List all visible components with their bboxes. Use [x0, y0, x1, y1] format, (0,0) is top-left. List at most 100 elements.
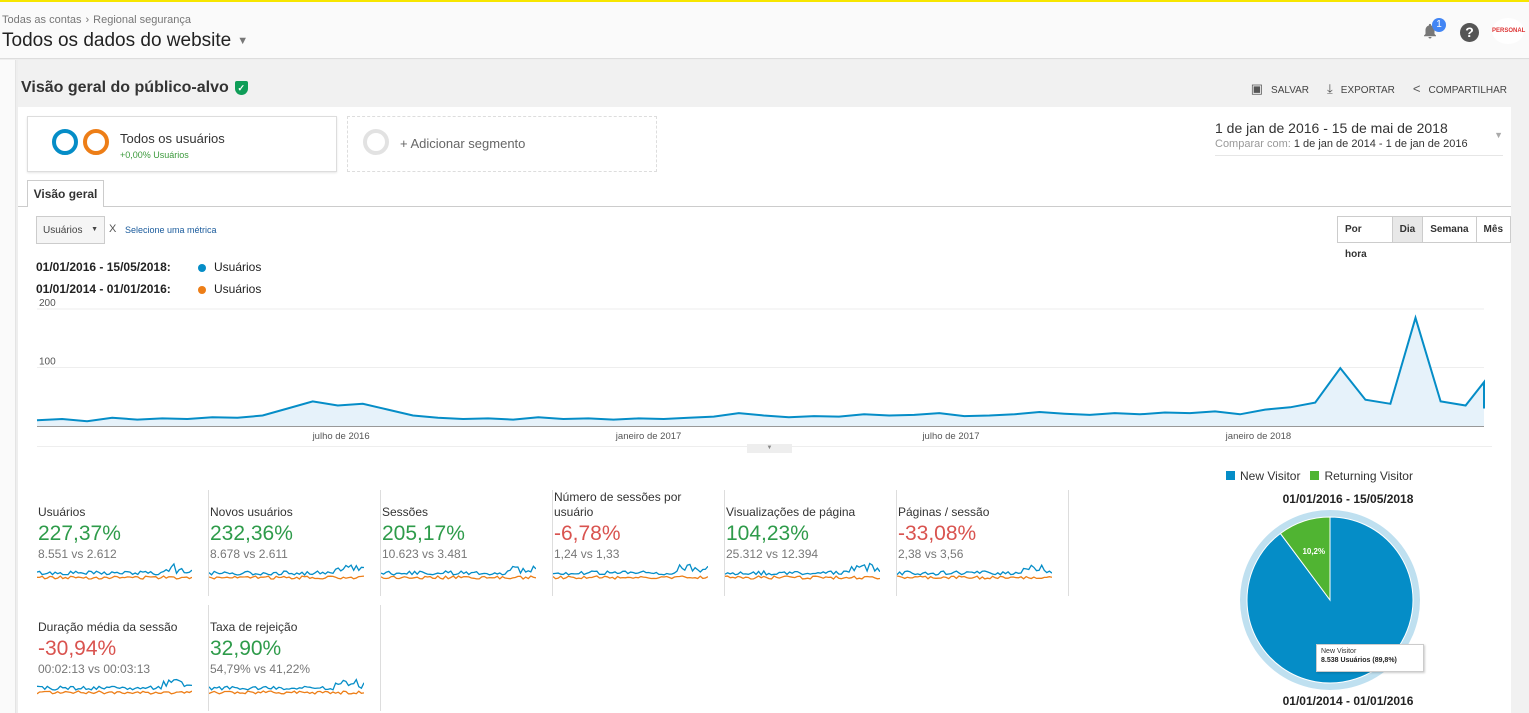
granularity-week[interactable]: Semana — [1422, 217, 1476, 242]
segment-sub: +0,00% Usuários — [120, 150, 189, 160]
x-tick-label: janeiro de 2017 — [615, 431, 682, 442]
granularity-day[interactable]: Dia — [1391, 217, 1423, 242]
metric-card[interactable]: Número de sessões por usuário -6,78% 1,2… — [553, 490, 725, 596]
sparkline-compare — [381, 575, 536, 580]
sparkline-compare — [37, 690, 192, 695]
metric-compare: 8.678 vs 2.611 — [210, 547, 288, 561]
breadcrumb-account[interactable]: Regional segurança — [93, 14, 192, 26]
empty-segment-ring-icon — [363, 129, 389, 155]
metric-name: Taxa de rejeição — [210, 620, 298, 634]
metric-card[interactable]: Páginas / sessão -33,08% 2,38 vs 3,56 — [897, 490, 1069, 596]
date-range-picker[interactable]: 1 de jan de 2016 - 15 de mai de 2018 Com… — [1215, 120, 1503, 156]
tab-overview[interactable]: Visão geral — [27, 180, 104, 207]
remove-metric-button[interactable]: X — [109, 223, 117, 235]
collapse-chart-button[interactable]: ▼ — [747, 444, 792, 453]
granularity-month[interactable]: Mês — [1475, 217, 1510, 242]
legend-dot — [198, 286, 206, 294]
property-selector[interactable]: Todos os dados do website ▼ — [2, 30, 248, 52]
right-gutter — [1511, 107, 1529, 713]
metric-compare: 2,38 vs 3,56 — [898, 547, 964, 561]
legend-range: 01/01/2016 - 15/05/2018: — [36, 260, 171, 274]
metric-card[interactable]: Novos usuários 232,36% 8.678 vs 2.611 — [209, 490, 381, 596]
y-tick-label: 100 — [39, 357, 56, 368]
pie-legend-new: New Visitor — [1226, 469, 1300, 483]
segment-ring-blue-icon — [52, 129, 78, 155]
granularity-hour[interactable]: Por hora — [1338, 217, 1392, 260]
segment-ring-orange-icon — [83, 129, 109, 155]
legend-dot — [198, 264, 206, 272]
x-tick-label: janeiro de 2018 — [1225, 431, 1292, 442]
report-actions: ▣ SALVAR ⤓ EXPORTAR < COMPARTILHAR — [1251, 81, 1507, 97]
pie-range-compare: 01/01/2014 - 01/01/2016 — [1282, 694, 1414, 708]
help-icon[interactable]: ? — [1460, 23, 1479, 42]
metric-card[interactable]: Visualizações de página 104,23% 25.312 v… — [725, 490, 897, 596]
sparkline-compare — [209, 575, 364, 580]
left-sidebar — [0, 60, 16, 713]
metric-compare: 1,24 vs 1,33 — [554, 547, 620, 561]
share-button[interactable]: < COMPARTILHAR — [1413, 81, 1507, 97]
metric-name: Número de sessões por usuário — [554, 490, 682, 519]
breadcrumb: Todas as contas › Regional segurança — [2, 14, 191, 26]
save-button[interactable]: ▣ SALVAR — [1251, 81, 1309, 97]
share-icon: < — [1412, 81, 1421, 96]
metric-sparkline — [37, 678, 192, 695]
report-panel: Todos os usuários +0,00% Usuários + Adic… — [18, 107, 1511, 713]
metric-card[interactable]: Sessões 205,17% 10.623 vs 3.481 — [381, 490, 553, 596]
page-title: Visão geral do público-alvo ✓ — [21, 79, 248, 97]
metric-card[interactable]: Taxa de rejeição 32,90% 54,79% vs 41,22% — [209, 605, 381, 711]
download-icon: ⤓ — [1327, 81, 1333, 96]
series-area — [37, 317, 1484, 426]
pie-legend: New Visitor Returning Visitor — [1226, 469, 1413, 483]
avatar[interactable]: PERSONAL — [1492, 18, 1525, 44]
pie-slice-returning-visitor[interactable] — [1279, 516, 1331, 602]
legend-primary: 01/01/2016 - 15/05/2018: Usuários — [36, 260, 261, 274]
metric-change: -6,78% — [554, 522, 621, 545]
sparkline-compare — [553, 575, 708, 580]
metric-card[interactable]: Usuários 227,37% 8.551 vs 2.612 — [37, 490, 209, 596]
metric-name: Páginas / sessão — [898, 505, 990, 519]
x-tick-label: julho de 2016 — [312, 431, 370, 442]
metric-change: -30,94% — [38, 637, 117, 660]
top-bar: Todas as contas › Regional segurança Todos… — [0, 0, 1529, 59]
users-line-chart: 100 200 julho de 2016 janeiro de 2017 julho … — [36, 298, 1492, 447]
metric-name: Novos usuários — [210, 505, 293, 519]
add-segment-button[interactable]: + Adicionar segmento — [347, 116, 657, 172]
metric-change: -33,08% — [898, 522, 977, 545]
metric-sparkline — [209, 564, 364, 580]
save-icon: ▣ — [1250, 81, 1264, 96]
breadcrumb-accounts[interactable]: Todas as contas — [2, 14, 82, 26]
property-name: Todos os dados do website — [2, 30, 232, 51]
segment-name: Todos os usuários — [120, 131, 225, 146]
metric-change: 104,23% — [726, 522, 809, 545]
page-title-text: Visão geral do público-alvo — [21, 79, 229, 96]
sparkline-compare — [209, 690, 364, 695]
metric-name: Visualizações de página — [726, 505, 856, 519]
legend-series: Usuários — [214, 282, 262, 296]
sparkline-current — [209, 678, 364, 691]
verified-shield-icon: ✓ — [234, 80, 248, 95]
metric-sparkline — [897, 563, 1052, 580]
metric-dropdown-value: Usuários — [43, 225, 83, 236]
notification-badge: 1 — [1432, 18, 1446, 32]
legend-compare: 01/01/2014 - 01/01/2016: Usuários — [36, 282, 261, 296]
export-button[interactable]: ⤓ EXPORTAR — [1327, 81, 1395, 97]
chevron-right-icon: › — [85, 14, 90, 26]
pie-slice-new-visitor[interactable] — [1246, 516, 1414, 684]
select-metric-link[interactable]: Selecione uma métrica — [125, 225, 217, 235]
segment-all-users[interactable]: Todos os usuários +0,00% Usuários — [27, 116, 337, 172]
metric-sparkline — [725, 562, 880, 580]
sparkline-compare — [725, 575, 880, 580]
metric-sparkline — [37, 562, 192, 580]
series-line — [36, 314, 1485, 423]
legend-range: 01/01/2014 - 01/01/2016: — [36, 282, 171, 296]
pie-slice-label: 10,2% — [1302, 547, 1325, 556]
metric-compare: 54,79% vs 41,22% — [210, 662, 311, 676]
tooltip-title: New Visitor — [1321, 648, 1357, 655]
metric-card[interactable]: Duração média da sessão -30,94% 00:02:13… — [37, 605, 209, 711]
metric-change: 32,90% — [210, 637, 282, 660]
pie-legend-label: New Visitor — [1240, 469, 1301, 483]
sparkline-current — [37, 562, 192, 576]
caret-down-icon: ▼ — [1494, 130, 1503, 140]
metric-compare: 8.551 vs 2.612 — [38, 547, 117, 561]
metric-dropdown[interactable]: Usuários ▼ — [36, 216, 105, 244]
